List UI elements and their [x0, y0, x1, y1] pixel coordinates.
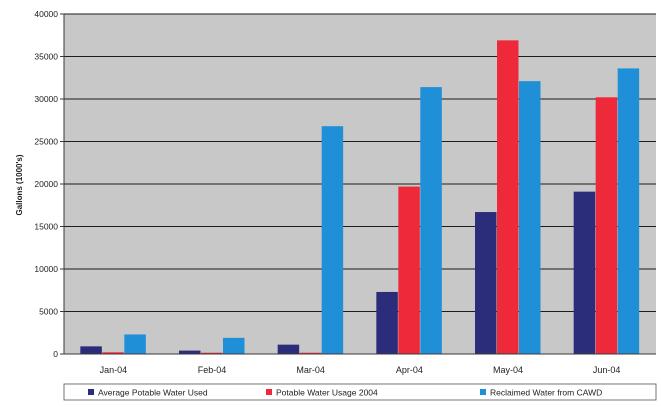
x-tick-labels: Jan-04 Feb-04 Mar-04 Apr-04 May-04 Jun-04 [100, 365, 621, 375]
bar-2-Jan-04 [102, 352, 124, 354]
legend-label: Reclaimed Water from CAWD [490, 388, 602, 398]
legend: Average Potable Water Used Potable Water … [63, 383, 657, 401]
y-tick-label: 25000 [34, 137, 58, 147]
gridlines [64, 13, 656, 312]
y-tick-label: 20000 [34, 179, 58, 189]
bar-1-Apr-04 [376, 291, 398, 354]
bar-3-Feb-04 [223, 337, 245, 354]
bar-2-Feb-04 [201, 352, 223, 354]
bar-1-Jun-04 [573, 191, 596, 354]
y-tick-label: 30000 [34, 94, 58, 104]
legend-label: Potable Water Usage 2004 [276, 388, 378, 398]
y-tick-label: 15000 [34, 222, 58, 232]
legend-swatch [480, 389, 486, 395]
bar-2-May-04 [497, 40, 519, 354]
bars [80, 40, 640, 355]
bar-1-Mar-04 [277, 344, 300, 354]
legend-box [63, 383, 657, 401]
y-tick-label: 10000 [34, 264, 58, 274]
bar-3-May-04 [519, 81, 541, 355]
legend-swatch [266, 389, 272, 395]
x-tick-label: Apr-04 [396, 365, 423, 375]
x-tick-label: Jun-04 [593, 365, 621, 375]
y-axis-title: Gallons (1000's) [15, 154, 24, 215]
y-tick-label: 0 [53, 349, 58, 359]
y-tick-labels: 0 5000 10000 15000 20000 25000 30000 35000 40000 [34, 9, 64, 359]
bar-1-Jan-04 [80, 346, 102, 354]
bar-3-Apr-04 [420, 87, 442, 354]
bar-3-Jun-04 [617, 68, 640, 355]
x-tick-label: Mar-04 [296, 365, 325, 375]
bar-3-Mar-04 [321, 126, 344, 354]
x-tick-label: May-04 [493, 365, 523, 375]
bar-2-Jun-04 [595, 97, 618, 355]
y-tick-label: 40000 [34, 9, 58, 19]
bar-2-Apr-04 [398, 186, 420, 354]
bar-2-Mar-04 [299, 352, 322, 354]
y-tick-label: 35000 [34, 52, 58, 62]
x-tick-label: Jan-04 [100, 365, 128, 375]
legend-swatch [88, 389, 94, 395]
y-tick-label: 5000 [39, 307, 58, 317]
x-tick-label: Feb-04 [198, 365, 227, 375]
bar-1-Feb-04 [179, 350, 201, 354]
bar-3-Jan-04 [124, 334, 146, 354]
bar-1-May-04 [475, 212, 497, 354]
legend-label: Average Potable Water Used [98, 388, 208, 398]
